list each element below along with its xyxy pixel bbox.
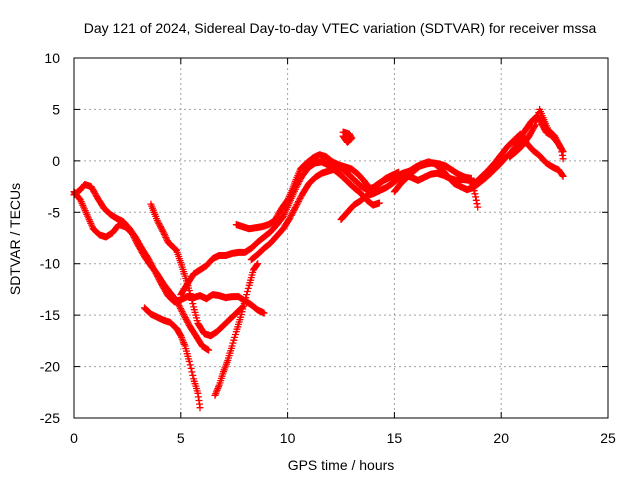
x-tick-label: 0 — [70, 430, 78, 446]
x-tick-label: 10 — [280, 430, 296, 446]
y-tick-label: -5 — [48, 204, 61, 220]
x-tick-label: 25 — [600, 430, 616, 446]
tick-labels: 0 5 10 15 20 25 -25 -20 -15 -10 -5 0 5 10 — [40, 50, 616, 446]
data-point-marks — [390, 159, 482, 211]
series-track-3 — [141, 304, 204, 412]
y-tick-label: -15 — [40, 307, 60, 323]
x-tick-label: 5 — [177, 430, 185, 446]
chart-title: Day 121 of 2024, Sidereal Day-to-day VTE… — [84, 20, 597, 36]
data-point-marks — [147, 200, 247, 340]
y-tick-label: -10 — [40, 256, 60, 272]
x-tick-label: 15 — [387, 430, 403, 446]
y-tick-label: 10 — [44, 50, 60, 66]
series-track-8 — [247, 164, 403, 264]
x-tick-label: 20 — [493, 430, 509, 446]
series-track-11 — [390, 159, 482, 211]
data-point-marks — [211, 260, 262, 399]
y-tick-label: -25 — [40, 410, 60, 426]
series-track-4 — [147, 200, 247, 340]
y-tick-label: -20 — [40, 359, 60, 375]
plot-frame — [73, 57, 609, 419]
grid-lines — [74, 58, 608, 418]
y-tick-label: 5 — [52, 101, 60, 117]
y-tick-label: 0 — [52, 153, 60, 169]
data-point-marks — [247, 164, 403, 264]
series-track-9 — [339, 128, 356, 146]
x-axis-label: GPS time / hours — [288, 457, 395, 473]
y-axis-label: SDTVAR / TECUs — [7, 183, 23, 295]
data-point-marks — [141, 304, 204, 412]
series-track-5 — [211, 260, 262, 399]
axis-ticks — [73, 57, 609, 419]
series-track-12 — [506, 105, 567, 163]
data-point-marks — [339, 128, 356, 146]
data-point-marks — [506, 105, 567, 163]
